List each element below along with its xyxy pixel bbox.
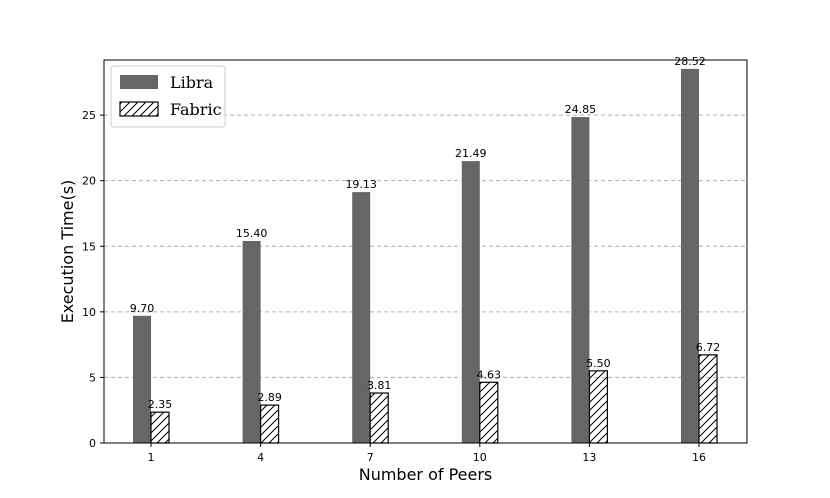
bar-libra-4 [242,241,261,443]
legend: Libra Fabric [110,65,226,128]
x-axis-label: Number of Peers [359,465,493,484]
plot-area-frame [103,59,748,444]
data-label-libra-13: 24.85 [565,103,597,116]
x-tick-label-16: 16 [692,451,706,464]
axis-ticks: 0 5 10 15 20 25 1 4 7 10 13 16 [82,109,706,464]
legend-label-libra: Libra [170,73,214,92]
y-tick-label-10: 10 [82,306,96,319]
legend-swatch-libra [120,75,158,89]
legend-label-fabric: Fabric [170,100,222,119]
bar-fabric-4 [260,404,280,444]
x-tick-label-4: 4 [257,451,264,464]
data-label-libra-7: 19.13 [345,178,377,191]
x-tick-label-7: 7 [367,451,374,464]
y-tick-label-25: 25 [82,109,96,122]
x-tick-label-1: 1 [148,451,155,464]
bar-libra-1 [133,315,151,443]
data-label-fabric-7: 3.81 [367,379,392,392]
bar-fabric-13 [588,370,609,444]
grid-lines [104,114,747,378]
data-label-fabric-4: 2.89 [257,391,282,404]
bar-fabric-10 [479,381,499,444]
data-label-libra-10: 21.49 [455,147,487,160]
data-label-libra-1: 9.70 [130,302,155,315]
bar-libra-16 [681,68,699,443]
y-axis-label: Execution Time(s) [58,180,77,324]
bars [133,68,718,444]
bar-fabric-1 [150,411,170,444]
data-labels: 9.70 2.35 15.40 2.89 19.13 3.81 21.49 4.63 24.85… [130,55,721,411]
x-tick-label-10: 10 [473,451,487,464]
data-label-fabric-10: 4.63 [477,368,502,381]
bar-libra-13 [571,117,590,443]
x-tick-label-13: 13 [582,451,596,464]
bar-fabric-16 [698,354,718,444]
bar-fabric-7 [369,392,389,444]
y-tick-label-20: 20 [82,175,96,188]
bar-libra-7 [352,192,371,443]
data-label-fabric-16: 6.72 [696,341,721,354]
data-label-libra-4: 15.40 [236,227,268,240]
legend-swatch-fabric [119,101,159,117]
bar-libra-10 [461,161,480,443]
y-tick-label-5: 5 [89,371,96,384]
data-label-libra-16: 28.52 [674,55,706,68]
data-label-fabric-13: 5.50 [586,357,611,370]
y-tick-label-15: 15 [82,240,96,253]
y-tick-label-0: 0 [89,437,96,450]
data-label-fabric-1: 2.35 [148,398,173,411]
